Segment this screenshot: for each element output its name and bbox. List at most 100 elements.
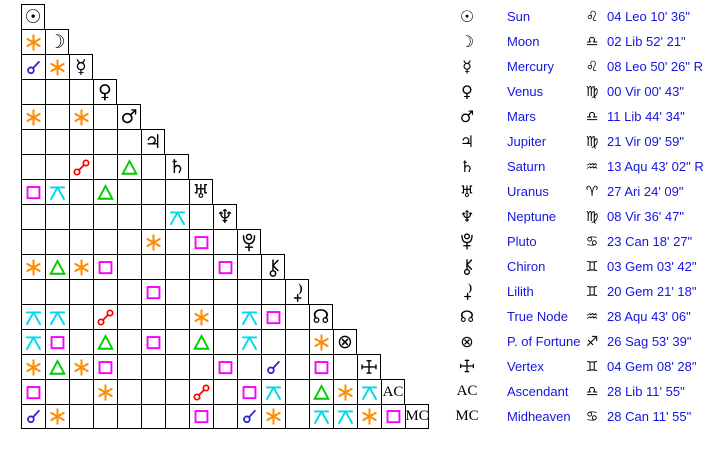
- position-row-mars: ♂ Mars ♎ 11 Lib 44' 34": [448, 104, 705, 129]
- sextile-icon: [146, 233, 161, 251]
- empty-cell-mc-mercury: [69, 404, 93, 429]
- leo-sign-icon: ♌: [585, 58, 599, 75]
- body-label: Mars: [507, 109, 536, 124]
- aspect-cell-vertex-moon-trine: [45, 354, 69, 379]
- opposition-icon: [193, 383, 210, 401]
- aspect-cell-saturn-mars-trine: [117, 154, 141, 179]
- position-row-pluto: Pluto ♋ 23 Can 18' 27": [448, 229, 705, 254]
- position-row-chiron: Chiron ♊ 03 Gem 03' 42": [448, 254, 705, 279]
- empty-cell-chiron-jupiter: [141, 254, 165, 279]
- empty-cell-uranus-jupiter: [141, 179, 165, 204]
- empty-cell-chiron-uranus: [189, 254, 213, 279]
- empty-cell-asc-jupiter: [141, 379, 165, 404]
- empty-cell-chiron-pluto: [237, 254, 261, 279]
- aspect-cell-asc-vertex-quincunx: [357, 379, 381, 404]
- empty-cell-vertex-uranus: [189, 354, 213, 379]
- conjunction-icon: [267, 360, 280, 374]
- empty-cell-true-node-mercury: [69, 304, 93, 329]
- sextile-icon: [26, 258, 41, 276]
- lib-sign-icon: ♎: [585, 108, 599, 125]
- body-label: Ascendant: [507, 384, 569, 399]
- lib-sign-icon: ♎: [585, 33, 599, 50]
- true-node-icon: ☊: [459, 306, 475, 326]
- quincunx-icon: [25, 310, 42, 325]
- sextile-icon: [26, 108, 41, 126]
- sextile-icon: [266, 408, 281, 425]
- empty-cell-mc-mars: [117, 404, 141, 429]
- empty-cell-neptune-moon: [45, 204, 69, 229]
- vertex-icon: [460, 359, 474, 373]
- body-position-value: 27 Ari 24' 09": [607, 184, 684, 199]
- empty-cell-neptune-sun: [21, 204, 45, 229]
- planet-glyph-cell-fortune: ⊗: [333, 329, 357, 354]
- venus-icon: ♀: [98, 80, 112, 103]
- vertex-icon: [361, 359, 377, 374]
- trine-icon: [49, 258, 66, 275]
- aspect-cell-mars-mercury-sextile: [69, 104, 93, 129]
- position-row-saturn: ♄ Saturn ♒ 13 Aqu 43' 02" R: [448, 154, 705, 179]
- aspect-cell-mercury-moon-sextile: [45, 54, 69, 79]
- body-label: Sun: [507, 9, 531, 24]
- aspect-cell-mc-chiron-sextile: [261, 404, 285, 429]
- body-label: Midheaven: [507, 409, 571, 424]
- aspect-cell-chiron-moon-trine: [45, 254, 69, 279]
- aspect-cell-uranus-moon-quincunx: [45, 179, 69, 204]
- square-icon: [242, 385, 257, 399]
- position-row-uranus: ♅ Uranus ♈ 27 Ari 24' 09": [448, 179, 705, 204]
- aspect-cell-uranus-venus-trine: [93, 179, 117, 204]
- pluto-icon: [448, 231, 486, 252]
- empty-cell-vertex-pluto: [237, 354, 261, 379]
- mars-icon: ♂: [120, 105, 138, 128]
- empty-cell-asc-mars: [117, 379, 141, 404]
- position-row-fortune: ⊗ P. of Fortune ♐ 26 Sag 53' 39": [448, 329, 705, 354]
- empty-cell-mc-jupiter: [141, 404, 165, 429]
- aqu-sign-icon: ♒: [585, 158, 599, 175]
- quincunx-icon: [241, 335, 258, 350]
- empty-cell-vertex-fortune: [333, 354, 357, 379]
- aspect-cell-asc-venus-sextile: [93, 379, 117, 404]
- empty-cell-asc-neptune: [213, 379, 237, 404]
- quincunx-icon: [25, 335, 42, 350]
- aspect-cell-pluto-uranus-square: [189, 229, 213, 254]
- quincunx-icon: [49, 310, 66, 325]
- saturn-icon: ♄: [459, 156, 475, 176]
- aspect-cell-mars-sun-sextile: [21, 104, 45, 129]
- lib-sign-icon: ♎: [585, 383, 599, 400]
- aspect-cell-true-node-uranus-sextile: [189, 304, 213, 329]
- planet-glyph-cell-neptune: ♆: [213, 204, 237, 229]
- planet-glyph-cell-saturn: ♄: [165, 154, 189, 179]
- quincunx-icon: [169, 210, 186, 225]
- aspect-cell-mc-asc-square: [381, 404, 405, 429]
- empty-cell-pluto-neptune: [213, 229, 237, 254]
- planet-glyph-cell-mc: MC: [405, 404, 429, 429]
- empty-cell-neptune-mars: [117, 204, 141, 229]
- aspect-cell-vertex-sun-sextile: [21, 354, 45, 379]
- sextile-icon: [74, 108, 89, 126]
- ari-sign-icon: ♈: [585, 183, 599, 200]
- quincunx-icon: [313, 410, 330, 425]
- empty-cell-jupiter-sun: [21, 129, 45, 154]
- body-position-value: 28 Lib 11' 55": [607, 384, 685, 399]
- aspect-cell-true-node-chiron-square: [261, 304, 285, 329]
- body-position-value: 23 Can 18' 27": [607, 234, 693, 249]
- square-icon: [98, 360, 113, 374]
- body-position-value: 28 Aqu 43' 06": [607, 309, 691, 324]
- can-sign-icon: ♋: [585, 233, 599, 250]
- quincunx-icon: [49, 185, 66, 200]
- empty-cell-true-node-jupiter: [141, 304, 165, 329]
- aspect-cell-vertex-venus-square: [93, 354, 117, 379]
- empty-cell-mc-saturn: [165, 404, 189, 429]
- leo-sign-icon: ♌: [585, 8, 599, 25]
- aspect-cell-asc-sun-square: [21, 379, 45, 404]
- quincunx-icon: [241, 310, 258, 325]
- empty-cell-saturn-sun: [21, 154, 45, 179]
- mercury-icon: ☿: [75, 55, 87, 78]
- sextile-icon: [26, 358, 41, 376]
- aspect-cell-chiron-sun-sextile: [21, 254, 45, 279]
- sextile-icon: [26, 33, 41, 51]
- aspect-cell-asc-pluto-square: [237, 379, 261, 404]
- body-position-value: 08 Leo 50' 26" R: [607, 59, 704, 74]
- empty-cell-saturn-venus: [93, 154, 117, 179]
- position-row-mc: MC Midheaven ♋ 28 Can 11' 55": [448, 404, 705, 429]
